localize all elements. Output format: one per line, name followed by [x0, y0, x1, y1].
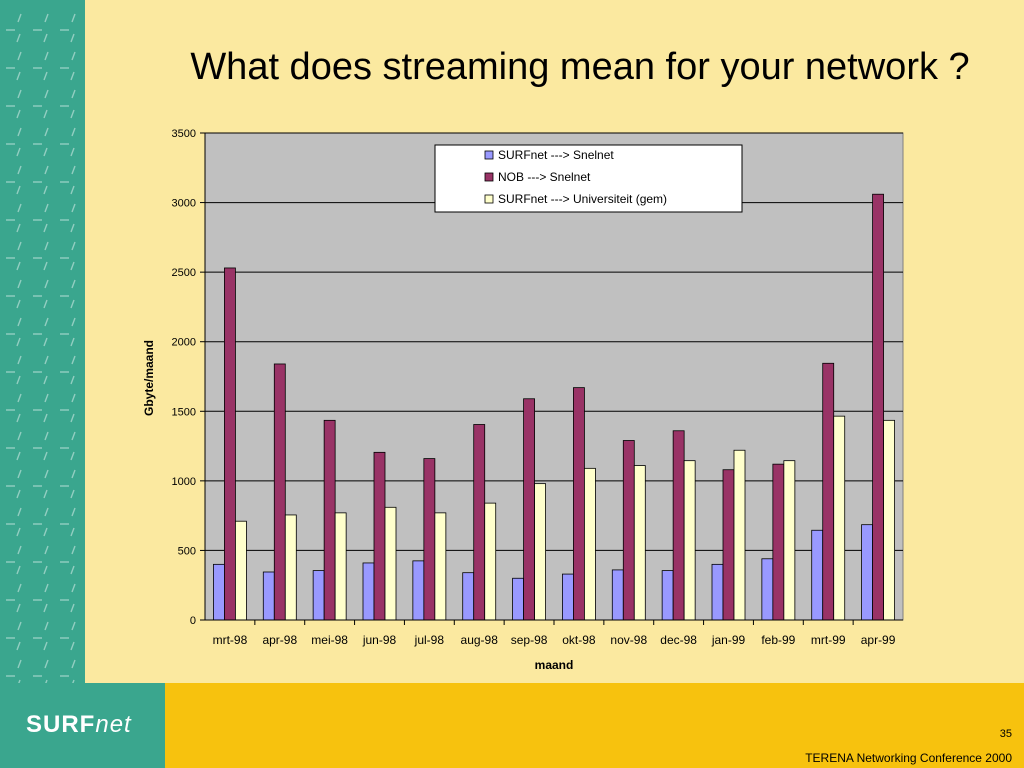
footer-text: TERENA Networking Conference 2000: [805, 751, 1012, 765]
bar: [611, 569, 624, 621]
legend-swatch: [484, 150, 494, 160]
x-tick-label: okt-98: [562, 633, 596, 647]
bar: [213, 563, 225, 621]
legend: SURFnet ---> Snelnet NOB ---> Snelnet SURF…: [434, 144, 743, 213]
y-tick-label: 500: [178, 545, 196, 557]
y-tick-label: 1500: [172, 406, 196, 418]
bar: [883, 419, 895, 621]
y-tick-label: 1000: [172, 476, 196, 488]
bar: [562, 573, 574, 621]
sidebar-pattern: [6, 13, 76, 683]
bar: [235, 520, 247, 621]
bar: [284, 514, 297, 621]
axes: [200, 132, 903, 625]
bar-chart: 0 500 1000 1500 2000 2500 3000 3500 mrt-98 apr-9…: [142, 128, 904, 672]
legend-swatch: [484, 172, 494, 182]
bar: [484, 502, 497, 621]
x-tick-label: dec-98: [660, 633, 697, 647]
footer-band: [0, 683, 1024, 768]
bar: [672, 430, 685, 621]
decorative-sidebar: [0, 0, 85, 683]
bar: [711, 563, 724, 621]
bar: [772, 463, 785, 621]
y-tick-label: 2000: [172, 337, 196, 349]
x-tick-label: mrt-99: [811, 633, 846, 647]
legend-entry: SURFnet ---> Snelnet: [498, 148, 614, 162]
bar: [323, 419, 336, 621]
y-axis-label: Gbyte/maand: [142, 340, 156, 416]
bar: [622, 440, 635, 621]
bar: [362, 562, 375, 621]
bar: [584, 467, 596, 621]
x-tick-labels: mrt-98 apr-98 mei-98 jun-98 jul-98 aug-98 sep-…: [213, 633, 896, 647]
x-tick-label: jul-98: [414, 633, 445, 647]
x-tick-label: nov-98: [610, 633, 647, 647]
bar: [224, 267, 236, 621]
bar: [262, 571, 275, 621]
logo-text-surf: SURF: [26, 711, 96, 738]
legend-entry: SURFnet ---> Universiteit (gem): [498, 192, 667, 206]
bar: [872, 193, 884, 621]
bar: [722, 469, 735, 621]
bar: [462, 572, 475, 621]
legend-swatch: [484, 194, 494, 204]
x-tick-label: apr-98: [262, 633, 297, 647]
x-tick-label: aug-98: [461, 633, 499, 647]
x-axis-label: maand: [535, 658, 574, 672]
bar: [334, 512, 347, 621]
bar: [434, 512, 447, 621]
bar: [573, 387, 585, 621]
x-tick-label: apr-99: [861, 633, 896, 647]
y-tick-label: 0: [190, 615, 196, 627]
slide-title: What does streaming mean for your networ…: [190, 46, 970, 88]
bar: [534, 483, 546, 621]
bar: [733, 449, 746, 621]
x-tick-label: jun-98: [362, 633, 397, 647]
bar: [811, 529, 824, 621]
bar: [473, 424, 486, 621]
y-tick-label: 2500: [172, 267, 196, 279]
page-number: 35: [999, 728, 1012, 740]
x-tick-label: feb-99: [761, 633, 795, 647]
logo-text: SURFnet: [26, 711, 132, 739]
bar: [523, 398, 535, 621]
bar: [312, 570, 325, 621]
legend-entry: NOB ---> Snelnet: [498, 170, 591, 184]
logo: [0, 683, 165, 768]
x-tick-label: sep-98: [511, 633, 548, 647]
bar: [384, 506, 397, 621]
bar: [412, 560, 425, 621]
x-tick-label: jan-99: [711, 633, 746, 647]
bar: [423, 458, 436, 621]
bar: [861, 524, 873, 621]
bar: [822, 362, 835, 621]
bar: [512, 577, 524, 621]
bar: [633, 465, 646, 621]
bar: [661, 570, 674, 621]
bar: [783, 460, 796, 621]
x-tick-label: mrt-98: [213, 633, 248, 647]
bar: [273, 363, 286, 621]
logo-text-net: net: [95, 711, 132, 738]
y-tick-labels: 0 500 1000 1500 2000 2500 3000 3500: [172, 128, 196, 627]
x-tick-label: mei-98: [311, 633, 348, 647]
y-tick-label: 3000: [172, 198, 196, 210]
bar: [373, 451, 386, 621]
bar: [683, 460, 696, 621]
bar: [833, 415, 846, 621]
bar: [761, 558, 774, 621]
y-tick-label: 3500: [172, 128, 196, 140]
